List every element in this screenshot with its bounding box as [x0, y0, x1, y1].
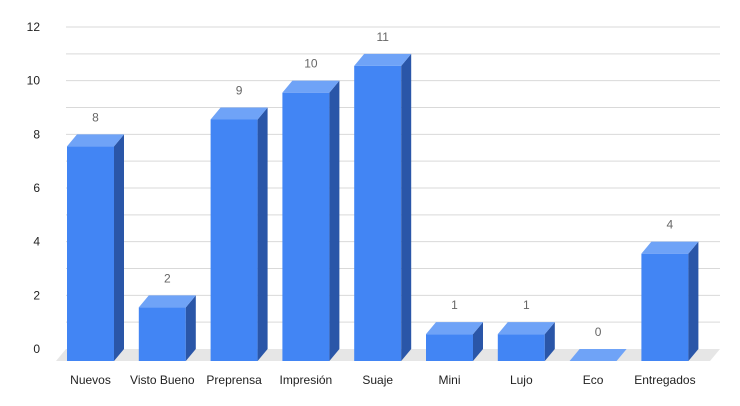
bar [569, 349, 627, 361]
data-label: 2 [164, 271, 171, 285]
y-tick-label: 2 [33, 288, 40, 302]
bar [497, 322, 555, 361]
data-label: 10 [304, 57, 318, 71]
bar [354, 53, 412, 361]
y-tick-label: 8 [33, 127, 40, 141]
bar-side-face [544, 322, 555, 361]
bar [426, 322, 483, 361]
bar-front-face [497, 334, 545, 361]
bar-front-face [67, 146, 114, 361]
bar-front-face [282, 92, 330, 362]
bar [282, 80, 340, 362]
bar [210, 107, 268, 361]
y-axis-tick-labels: 0 2 4 6 8 10 12 [27, 20, 41, 356]
x-category-label: Mini [438, 373, 460, 387]
bar-side-face [329, 80, 340, 362]
x-category-label: Lujo [510, 373, 533, 387]
x-category-label: Entregados [634, 373, 695, 387]
bar-side-face [473, 322, 483, 361]
bar [67, 134, 124, 361]
bar-side-face [401, 53, 412, 361]
data-label: 11 [376, 30, 389, 44]
data-label: 8 [92, 110, 99, 124]
x-category-label: Visto Bueno [130, 373, 195, 387]
bar-top-face [641, 241, 699, 254]
bar-top-face [426, 322, 483, 335]
bar-top-face [210, 107, 268, 120]
bar-top-face [497, 322, 555, 335]
bar-front-face [210, 119, 258, 361]
bar-top-face [354, 53, 412, 66]
data-label: 0 [595, 325, 602, 339]
bar-front-face [138, 307, 186, 361]
bars [67, 53, 699, 362]
bar-top-face [138, 295, 196, 308]
bar-top-face [67, 134, 124, 147]
x-category-label: Suaje [362, 373, 393, 387]
y-tick-label: 12 [27, 20, 41, 34]
bar-top-face [569, 349, 627, 361]
data-label: 1 [523, 298, 530, 312]
bar-side-face [114, 134, 124, 361]
y-tick-label: 0 [33, 342, 40, 356]
bar-side-face [257, 107, 268, 361]
x-category-label: Nuevos [70, 373, 111, 387]
x-axis-category-labels: Nuevos Visto Bueno Preprensa Impresión Suaje… [70, 373, 695, 387]
bar-top-face [282, 80, 340, 93]
y-tick-label: 6 [33, 181, 40, 195]
data-label: 1 [451, 298, 458, 312]
bar-front-face [426, 334, 473, 361]
bar [641, 241, 699, 361]
x-category-label: Preprensa [206, 373, 262, 387]
y-tick-label: 10 [27, 74, 41, 88]
bar-front-face [641, 253, 689, 361]
x-category-label: Eco [583, 373, 604, 387]
data-label: 9 [236, 84, 243, 98]
data-label: 4 [667, 218, 674, 232]
bar-front-face [354, 65, 402, 361]
y-tick-label: 4 [33, 235, 40, 249]
bar [138, 295, 196, 361]
x-category-label: Impresión [280, 373, 333, 387]
bar-side-face [185, 295, 196, 361]
bar-side-face [688, 241, 699, 361]
